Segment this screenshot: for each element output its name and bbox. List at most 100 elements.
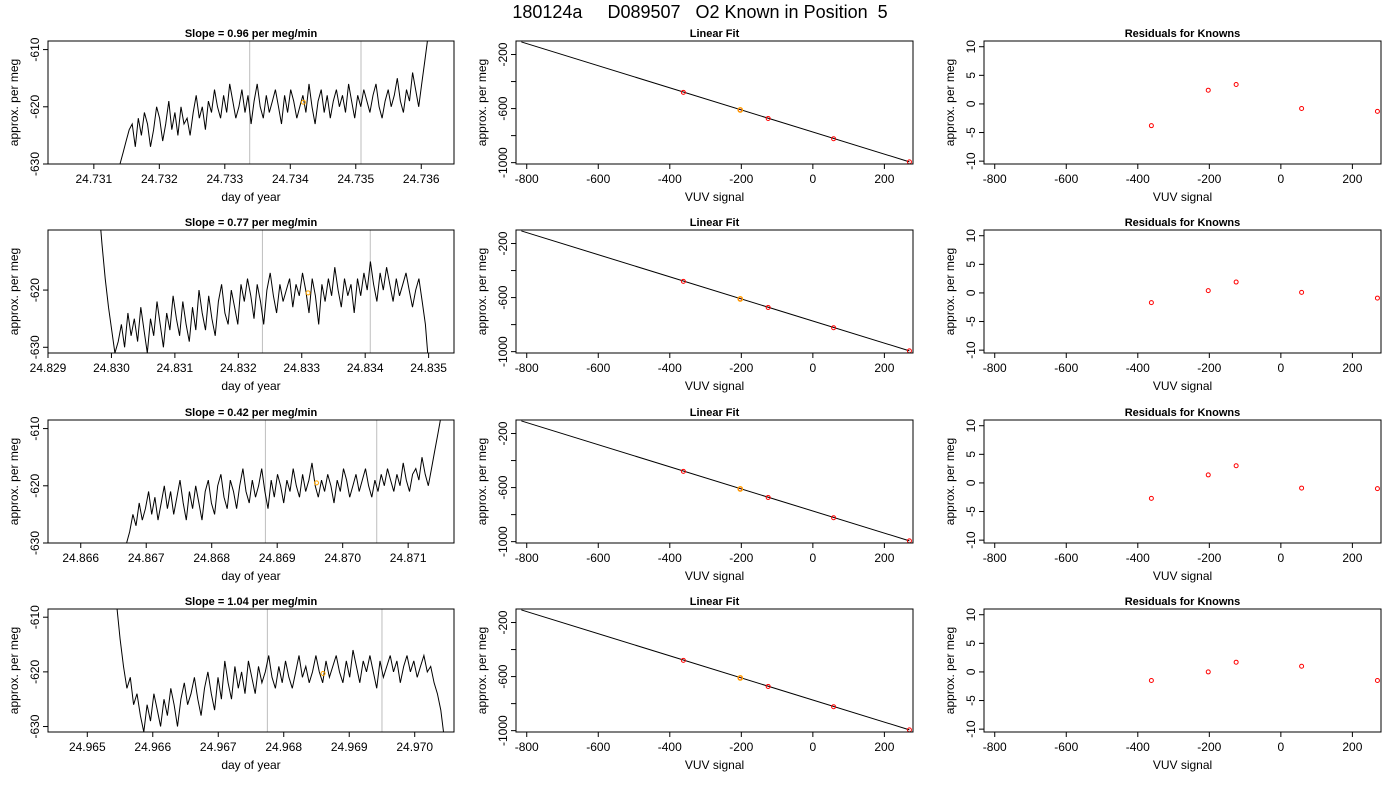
panel-1-3: Residuals for Knowns -800 -600 -400 -200 0 200… [943, 28, 1382, 204]
panel-title: Slope = 0.96 per meg/min [185, 28, 318, 40]
fit-line [521, 420, 910, 542]
y-tick-label: -620 [28, 473, 42, 497]
x-tick-label: 0 [810, 361, 817, 375]
x-tick-label: -800 [983, 361, 1007, 375]
x-tick-label: -200 [729, 740, 753, 754]
signal-trace [116, 609, 445, 732]
data-point [765, 304, 771, 310]
residual-point [1148, 123, 1154, 129]
y-tick-label: -200 [496, 610, 510, 634]
x-tick-label: 24.734 [272, 172, 309, 186]
y-tick-label: -600 [496, 475, 510, 499]
x-tick-label: -400 [658, 551, 682, 565]
x-tick-label: 24.868 [193, 551, 230, 565]
plot-frame [515, 608, 914, 733]
residual-point [1148, 300, 1154, 306]
y-tick-label: -630 [28, 152, 42, 176]
y-tick-label: -610 [28, 416, 42, 440]
panel-4-2: Linear Fit -800 -600 -400 -200 0 200 -200 -600 -1… [475, 596, 914, 772]
plot-frame [983, 419, 1382, 544]
x-tick-label: -400 [658, 172, 682, 186]
data-point [680, 468, 686, 474]
highlight-point [313, 480, 319, 486]
data-point [765, 683, 771, 689]
highlight-point [737, 296, 744, 302]
data-point [680, 278, 686, 284]
plot-area [1148, 81, 1380, 129]
x-tick-label: 24.966 [134, 740, 171, 754]
plot-frame [47, 40, 455, 165]
y-axis-label: approx. per meg [943, 438, 957, 525]
x-tick-label: -200 [729, 551, 753, 565]
x-tick-label: -800 [983, 172, 1007, 186]
y-tick-label: -5 [964, 316, 978, 327]
x-tick-label: 24.867 [128, 551, 165, 565]
plot-area [521, 230, 912, 353]
residual-point [1233, 81, 1239, 87]
y-tick-label: -10 [964, 152, 978, 170]
panel-title: Residuals for Knowns [1125, 407, 1241, 419]
plot-frame [515, 419, 914, 544]
x-tick-label: 200 [1342, 172, 1362, 186]
x-tick-label: -600 [586, 172, 610, 186]
highlight-point [737, 675, 744, 681]
residual-point [1374, 295, 1380, 301]
plot-area [126, 420, 441, 543]
x-axis-label: VUV signal [1153, 569, 1212, 583]
y-tick-label: -1000 [496, 715, 510, 746]
residual-point [1205, 288, 1211, 294]
y-tick-label: -10 [964, 341, 978, 359]
x-tick-label: 24.869 [259, 551, 296, 565]
x-tick-label: 0 [1278, 361, 1285, 375]
panel-title: Slope = 1.04 per meg/min [185, 596, 318, 608]
x-tick-label: 24.831 [157, 361, 194, 375]
y-tick-label: 10 [964, 229, 978, 243]
y-tick-label: -1000 [496, 147, 510, 178]
x-tick-label: 24.870 [324, 551, 361, 565]
x-tick-label: -200 [1197, 551, 1221, 565]
x-tick-label: 200 [874, 551, 894, 565]
residual-point [1148, 678, 1154, 684]
panel-3-3: Residuals for Knowns -800 -600 -400 -200 0 200… [943, 407, 1382, 583]
plot-frame [515, 40, 914, 165]
residual-point [1148, 495, 1154, 501]
y-tick-label: 0 [964, 289, 978, 296]
x-tick-label: 24.871 [390, 551, 427, 565]
y-tick-label: -200 [496, 231, 510, 255]
plot-area [521, 420, 912, 543]
panel-1-2: Linear Fit -800 -600 -400 -200 0 200 -200 -600 -1… [475, 28, 914, 204]
panel-title: Linear Fit [690, 596, 740, 608]
y-tick-label: -610 [28, 605, 42, 629]
signal-trace [119, 41, 428, 164]
residual-point [1374, 486, 1380, 492]
y-tick-label: -10 [964, 720, 978, 738]
highlight-point [737, 107, 744, 113]
panel-4-1: Slope = 1.04 per meg/min 24.965 24.966 24.9… [7, 596, 455, 772]
x-tick-label: 200 [1342, 551, 1362, 565]
x-axis-label: day of year [221, 569, 280, 583]
residual-point [1205, 87, 1211, 93]
x-axis-label: VUV signal [1153, 379, 1212, 393]
x-tick-label: -200 [1197, 740, 1221, 754]
x-tick-label: 24.735 [337, 172, 374, 186]
x-tick-label: -800 [515, 361, 539, 375]
panel-2-3: Residuals for Knowns -800 -600 -400 -200 0 200… [943, 217, 1382, 393]
panel-title: Linear Fit [690, 407, 740, 419]
data-point [680, 657, 686, 663]
x-tick-label: -200 [729, 172, 753, 186]
x-tick-label: 24.829 [30, 361, 67, 375]
highlight-point [300, 99, 306, 105]
x-tick-label: 0 [810, 551, 817, 565]
panel-title: Residuals for Knowns [1125, 28, 1241, 40]
y-tick-label: -600 [496, 664, 510, 688]
panel-1-1: Slope = 0.96 per meg/min 24.731 24.732 24.7… [7, 28, 455, 204]
y-tick-label: -1000 [496, 336, 510, 367]
highlight-point [320, 671, 326, 677]
panel-2-1: Slope = 0.77 per meg/min 24.829 24.830 24.8… [7, 217, 455, 393]
y-tick-label: -200 [496, 42, 510, 66]
y-tick-label: -5 [964, 127, 978, 138]
x-tick-label: 200 [874, 172, 894, 186]
x-tick-label: -400 [1126, 551, 1150, 565]
y-axis-label: approx. per meg [7, 627, 21, 714]
